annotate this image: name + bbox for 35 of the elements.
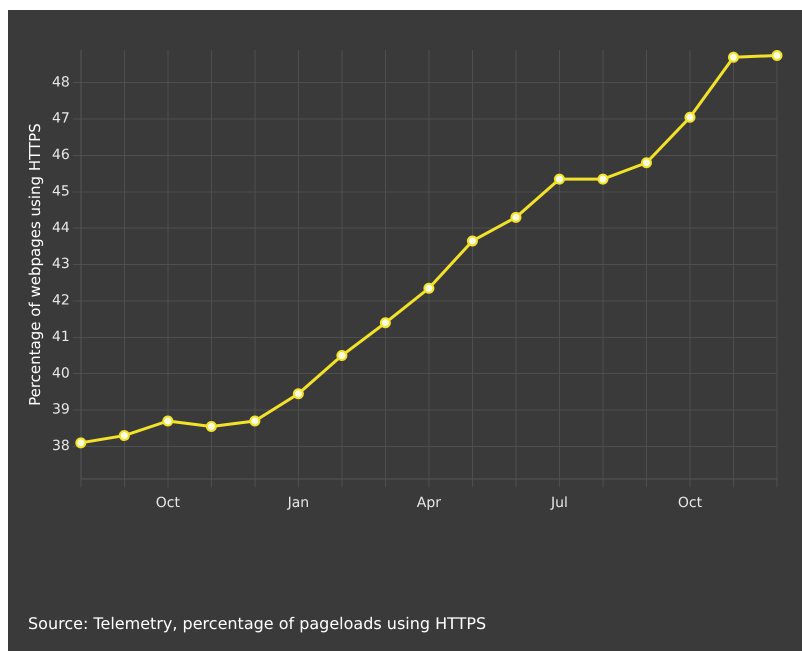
point	[597, 174, 608, 185]
point	[772, 50, 782, 61]
y-tick-label: 43	[52, 256, 70, 272]
y-tick-label: 47	[52, 110, 70, 127]
x-tick-label: Jul	[550, 495, 568, 512]
point	[466, 235, 478, 246]
y-tick-label: 46	[52, 147, 70, 164]
point	[684, 112, 696, 123]
y-tick-label: 41	[52, 328, 70, 345]
x-tick-label: Oct	[156, 495, 180, 512]
point	[206, 420, 217, 432]
point	[380, 317, 391, 328]
y-tick-label: 45	[52, 183, 70, 200]
point	[640, 157, 652, 168]
y-tick-label: 40	[52, 365, 70, 382]
x-tick-label: Oct	[678, 495, 703, 512]
point	[75, 437, 86, 448]
point	[728, 52, 739, 63]
point	[118, 430, 130, 442]
y-tick-label: 48	[52, 74, 70, 90]
point	[162, 416, 174, 427]
y-tick-label: 42	[52, 292, 70, 309]
point	[423, 282, 434, 294]
y-tick-label: 39	[52, 402, 70, 418]
point	[292, 388, 304, 400]
y-tick-label: 44	[52, 220, 70, 236]
point	[249, 416, 260, 427]
point	[554, 174, 565, 185]
point	[510, 212, 522, 223]
y-axis-title: Percentage of webpages using HTTPS	[26, 123, 44, 406]
y-tick-label: 38	[52, 438, 70, 454]
x-tick-label: Apr	[416, 495, 442, 512]
x-tick-label: Jan	[286, 495, 310, 512]
source-note: Source: Telemetry, percentage of pageloads using HTTPS	[28, 614, 486, 633]
point	[336, 350, 348, 362]
